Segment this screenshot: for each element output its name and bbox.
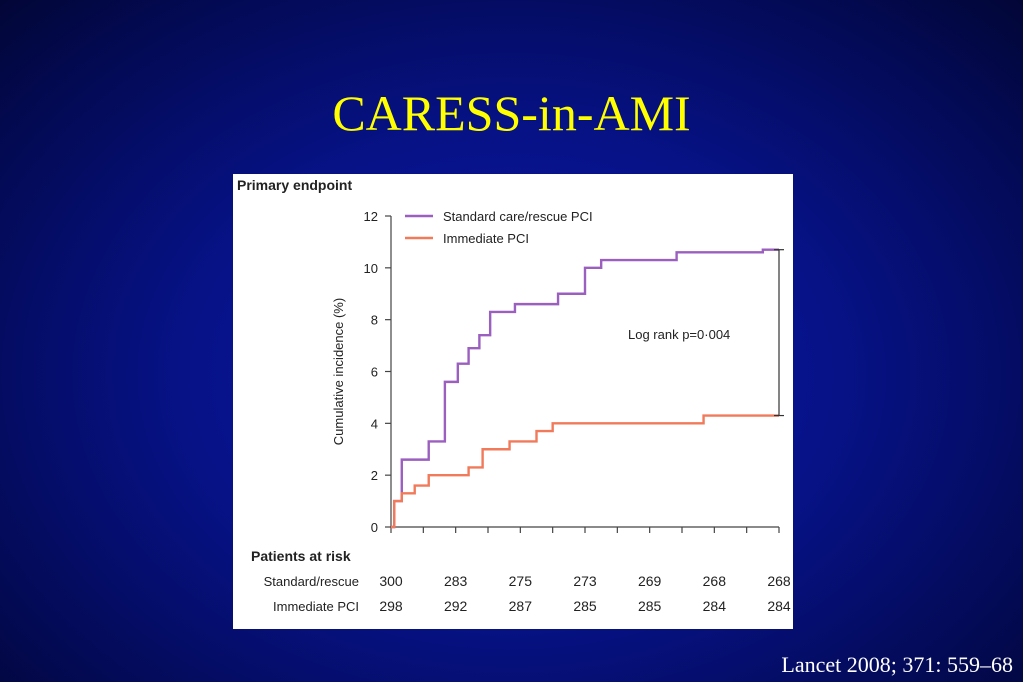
logrank-annotation: Log rank p=0·004 [628,327,730,342]
chart-panel: Primary endpoint 0 2 4 6 8 10 12 Cumulative inci… [233,174,793,629]
risk-cell: 298 [379,598,403,614]
legend-label-1: Immediate PCI [443,231,529,246]
risk-cell: 269 [638,573,662,589]
risk-cell: 284 [703,598,727,614]
series-line-1 [391,414,779,529]
y-tick-label: 2 [371,468,378,483]
risk-cell: 268 [703,573,727,589]
chart-title: Primary endpoint [237,177,352,193]
y-tick-label: 12 [364,209,378,224]
legend-label-0: Standard care/rescue PCI [443,209,593,224]
risk-row-label: Immediate PCI [273,599,359,614]
risk-table-header: Patients at risk [251,548,351,564]
y-tick-label: 8 [371,313,378,328]
risk-cell: 283 [444,573,468,589]
y-axis-label: Cumulative incidence (%) [331,298,346,445]
y-tick-label: 10 [364,261,378,276]
citation: Lancet 2008; 371: 559–68 [781,652,1013,677]
risk-cell: 285 [573,598,597,614]
slide-title: CARESS-in-AMI [332,85,691,141]
risk-cell: 268 [767,573,791,589]
y-tick-label: 0 [371,520,378,535]
risk-cell: 284 [767,598,791,614]
risk-cell: 287 [509,598,533,614]
risk-cell: 275 [509,573,533,589]
risk-cell: 285 [638,598,662,614]
risk-cell: 273 [573,573,597,589]
series-line-0 [391,248,779,529]
risk-cell: 292 [444,598,468,614]
y-tick-label: 6 [371,365,378,380]
risk-row-label: Standard/rescue [264,574,359,589]
risk-cell: 300 [379,573,403,589]
km-chart: Primary endpoint 0 2 4 6 8 10 12 Cumulative inci… [237,177,791,614]
y-tick-label: 4 [371,416,378,431]
